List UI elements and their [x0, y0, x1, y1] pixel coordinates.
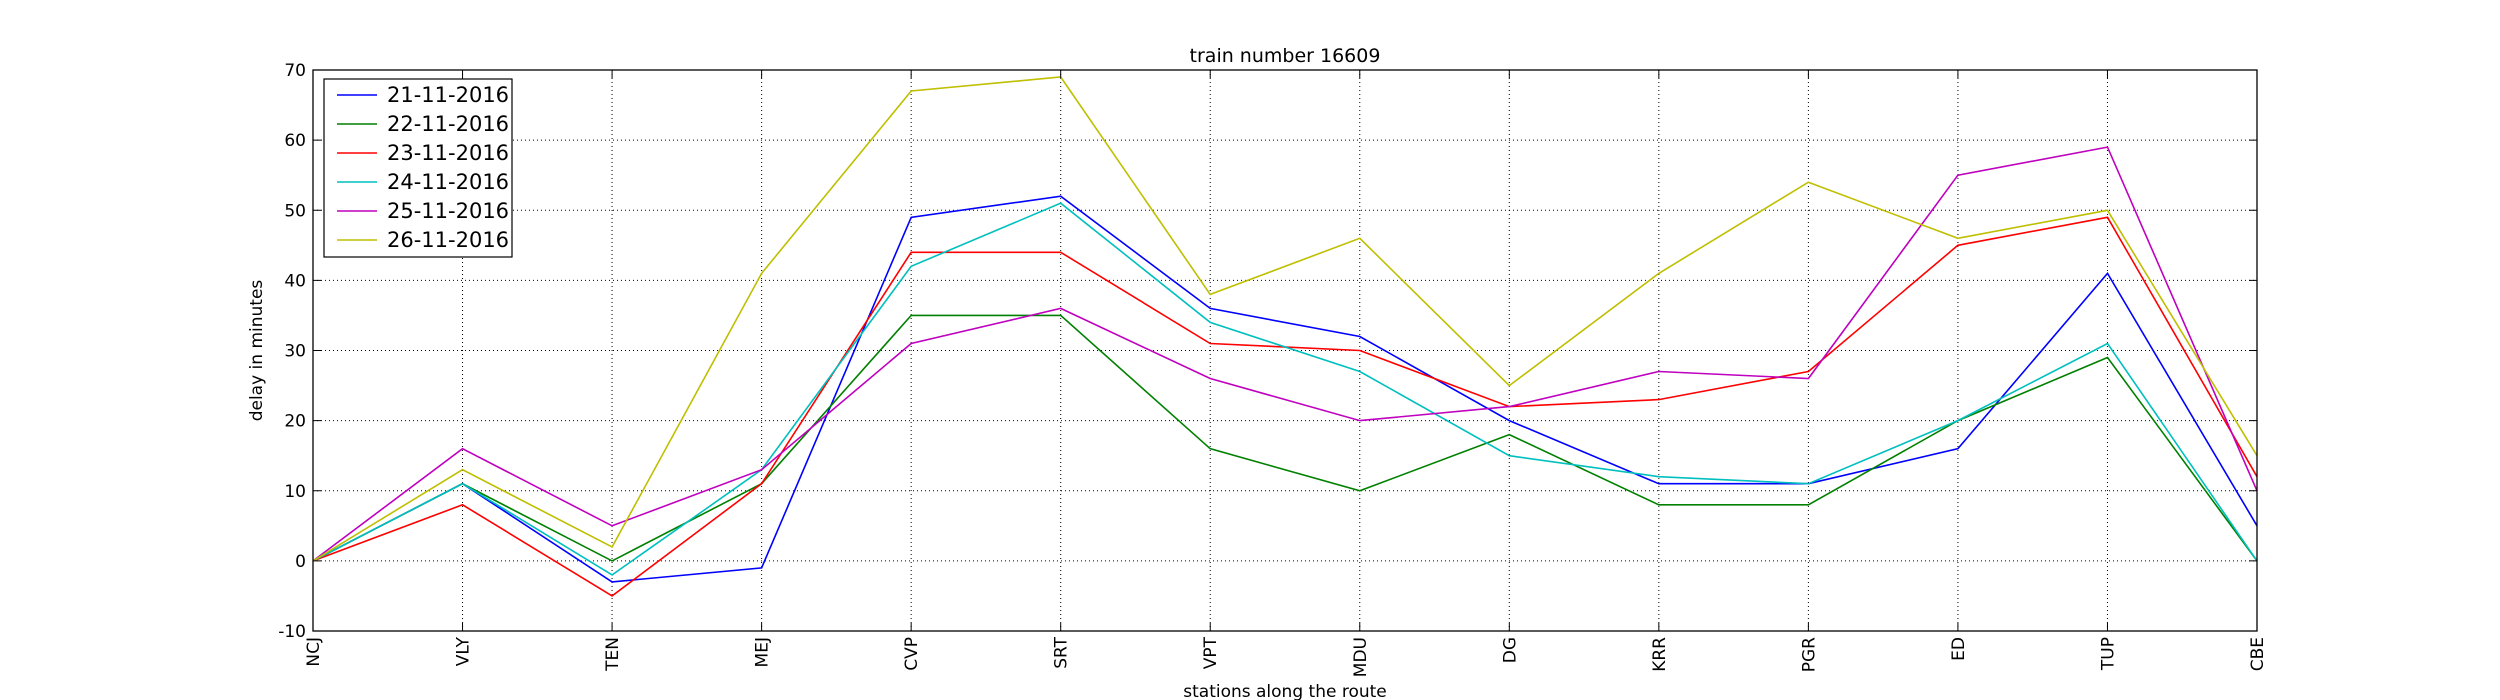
legend-label: 23-11-2016 [387, 141, 509, 165]
series-line-26-11-2016 [312, 76, 2258, 562]
y-tick-label: 70 [284, 61, 306, 81]
series-line-24-11-2016 [312, 202, 2258, 576]
series-line-22-11-2016 [312, 314, 2258, 562]
x-tick-label: KRR [1650, 637, 1670, 672]
x-tick-label: CVP [902, 637, 922, 671]
x-tick-label: MDU [1351, 637, 1371, 677]
series-lines [312, 76, 2258, 597]
x-tick-label: SRT [1052, 636, 1072, 668]
y-tick-label: 0 [295, 552, 306, 572]
x-tick-label: PGR [1799, 637, 1819, 672]
y-tick-label: 10 [284, 482, 306, 502]
y-axis-label: delay in minutes [247, 280, 267, 422]
x-axis: NCJ VLY TEN MEJ CVP SRT VPT MDU DG KRR PGR ED TUP CBE [304, 70, 2268, 677]
y-tick-label: 40 [284, 271, 306, 291]
y-tick-label: 60 [284, 131, 306, 151]
legend-label: 26-11-2016 [387, 228, 509, 252]
series-line-25-11-2016 [312, 146, 2258, 562]
legend: 21-11-2016 22-11-2016 23-11-2016 24-11-2016… [323, 78, 513, 258]
legend-label: 25-11-2016 [387, 199, 509, 223]
x-tick-label: TUP [2098, 637, 2118, 671]
x-tick-label: ED [1949, 637, 1969, 661]
legend-label: 21-11-2016 [387, 83, 509, 107]
legend-label: 22-11-2016 [387, 112, 509, 136]
x-tick-label: CBE [2248, 637, 2268, 671]
x-tick-label: TEN [603, 637, 623, 672]
x-tick-label: MEJ [753, 637, 773, 667]
chart-title: train number 16609 [1190, 45, 1381, 67]
x-tick-label: DG [1500, 637, 1520, 663]
legend-label: 24-11-2016 [387, 170, 509, 194]
y-tick-label: 30 [284, 342, 306, 362]
y-axis: -10 0 10 20 30 40 50 60 70 [278, 61, 2257, 642]
series-line-21-11-2016 [312, 195, 2258, 583]
x-tick-label: VPT [1201, 636, 1221, 669]
x-tick-label: VLY [454, 636, 474, 666]
legend-box [323, 78, 513, 258]
y-tick-label: 20 [284, 412, 306, 432]
y-tick-label: 50 [284, 201, 306, 221]
x-tick-label: NCJ [304, 637, 324, 667]
y-tick-label: -10 [278, 622, 306, 642]
x-axis-label: stations along the route [1183, 682, 1387, 700]
